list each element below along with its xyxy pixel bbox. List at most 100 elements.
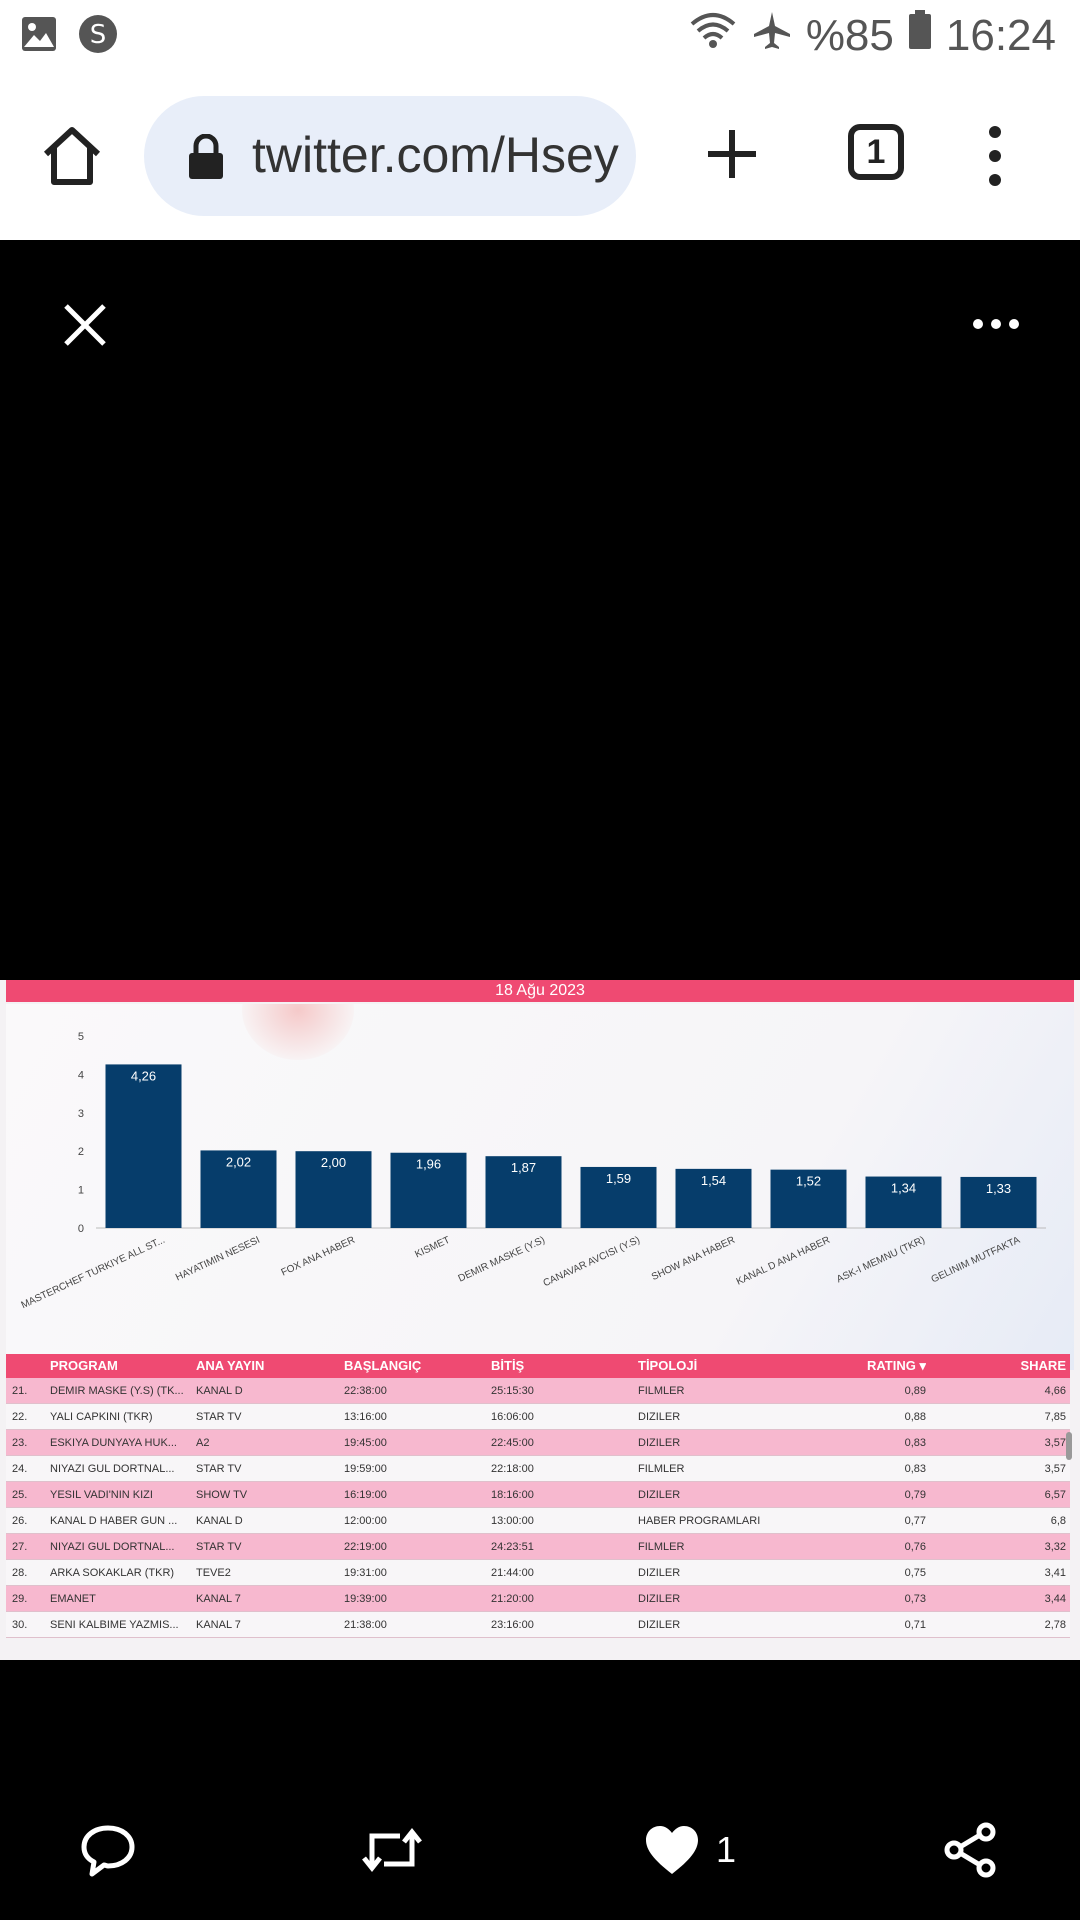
col-rating: RATING ▾ [866, 1358, 926, 1373]
y-tick-label: 2 [78, 1146, 84, 1158]
status-bar: S %85 16:24 [0, 0, 1080, 72]
more-horizontal-icon [973, 319, 1019, 329]
reply-icon [81, 1825, 135, 1877]
row-number: 21. [12, 1385, 28, 1397]
y-tick-label: 3 [78, 1108, 84, 1120]
cell-baslangic: 19:31:00 [344, 1567, 387, 1579]
cell-share: 6,8 [1050, 1515, 1066, 1527]
browser-menu-button[interactable] [980, 124, 1010, 188]
row-number: 30. [12, 1619, 28, 1631]
row-number: 28. [12, 1567, 28, 1579]
address-bar[interactable]: twitter.com/Hseyinam [144, 96, 636, 216]
table-row: 28. ARKA SOKAKLAR (TKR) TEVE2 19:31:00 21:44… [6, 1560, 1070, 1586]
cell-rating: 0,77 [904, 1515, 926, 1527]
cell-tipoloji: FILMLER [638, 1541, 685, 1553]
cell-bitis: 21:20:00 [491, 1593, 534, 1605]
bar-value-label: 1,33 [986, 1181, 1011, 1196]
x-category-label: ASK-I MEMNU (TKR) [835, 1235, 927, 1286]
cell-rating: 0,73 [904, 1593, 926, 1605]
cell-program: YALI CAPKINI (TKR) [50, 1411, 153, 1423]
table-row: 21. DEMIR MASKE (Y.S) (TK... KANAL D 22:38:… [6, 1378, 1070, 1404]
bar-value-label: 1,54 [701, 1173, 726, 1188]
bar-value-label: 1,34 [891, 1181, 916, 1196]
plus-icon [708, 130, 756, 178]
cell-rating: 0,76 [904, 1541, 926, 1553]
like-button[interactable]: 1 [644, 1820, 736, 1880]
table-row: 22. YALI CAPKINI (TKR) STAR TV 13:16:00 16:0… [6, 1404, 1070, 1430]
airplane-mode-icon [752, 10, 792, 61]
retweet-button[interactable] [360, 1820, 424, 1880]
x-category-label: SHOW ANA HABER [650, 1235, 737, 1283]
ratings-bar-chart: 0 1 2 3 4 5 4,26 2,02 2,00 1,96 1,87 1,59 1,54 1,52 1… [6, 1004, 1074, 1370]
y-tick-label: 4 [78, 1069, 84, 1081]
cell-bitis: 24:23:51 [491, 1541, 534, 1553]
y-tick-label: 5 [78, 1031, 84, 1043]
row-number: 22. [12, 1411, 28, 1423]
table-header: PROGRAM ANA YAYIN BAŞLANGIÇ BİTİŞ TİPOLO… [6, 1354, 1070, 1378]
table-row: 25. YESIL VADI'NIN KIZI SHOW TV 16:19:00 18:… [6, 1482, 1070, 1508]
cell-ana-yayin: A2 [196, 1437, 210, 1449]
bar-value-label: 1,52 [796, 1174, 821, 1189]
table-row: 23. ESKIYA DUNYAYA HUK... A2 19:45:00 22:45:… [6, 1430, 1070, 1456]
cell-ana-yayin: SHOW TV [196, 1489, 248, 1501]
cell-rating: 0,83 [904, 1437, 926, 1449]
cell-baslangic: 16:19:00 [344, 1489, 387, 1501]
chart-bar [675, 1168, 752, 1228]
cell-bitis: 21:44:00 [491, 1567, 534, 1579]
table-row: 27. NIYAZI GUL DORTNAL... STAR TV 22:19:00 2… [6, 1534, 1070, 1560]
x-category-label: KISMET [413, 1235, 451, 1261]
tweet-image[interactable]: 18 Ağu 2023 0 1 2 3 4 5 4,26 2,02 2,00 1,96 1,87 1… [0, 980, 1080, 1660]
heart-icon [646, 1826, 698, 1874]
bar-value-label: 1,87 [511, 1160, 536, 1175]
battery-percent: %85 [805, 10, 894, 60]
cell-bitis: 22:18:00 [491, 1463, 534, 1475]
chart-bar [770, 1169, 847, 1228]
cell-baslangic: 19:39:00 [344, 1593, 387, 1605]
col-program: PROGRAM [50, 1358, 118, 1373]
cell-ana-yayin: TEVE2 [196, 1567, 231, 1579]
col-baslangic: BAŞLANGIÇ [344, 1358, 422, 1373]
cell-share: 3,44 [1044, 1593, 1066, 1605]
chart-bar [200, 1150, 277, 1228]
app-notification-icon: S [78, 14, 118, 59]
ratings-table: PROGRAM ANA YAYIN BAŞLANGIÇ BİTİŞ TİPOLO… [6, 1354, 1070, 1638]
table-body: 21. DEMIR MASKE (Y.S) (TK... KANAL D 22:38:… [6, 1378, 1070, 1638]
share-button[interactable] [942, 1820, 998, 1880]
y-tick-label: 1 [78, 1185, 84, 1197]
cell-tipoloji: DIZILER [638, 1593, 681, 1605]
close-button[interactable] [60, 300, 110, 350]
cell-share: 3,32 [1044, 1541, 1066, 1553]
cell-ana-yayin: KANAL 7 [196, 1593, 241, 1605]
url-text: twitter.com/Hseyinam [252, 127, 622, 183]
cell-share: 3,57 [1044, 1437, 1066, 1449]
cell-tipoloji: DIZILER [638, 1489, 681, 1501]
cell-ana-yayin: STAR TV [196, 1463, 242, 1475]
chart-bar [295, 1151, 372, 1228]
table-row: 30. SENI KALBIME YAZMIS... KANAL 7 21:38:00… [6, 1612, 1070, 1638]
tab-switcher-button[interactable]: 1 [848, 124, 904, 180]
x-category-label: CANAVAR AVCISI (Y.S) [542, 1235, 642, 1290]
home-icon [43, 127, 101, 185]
more-options-button[interactable] [972, 316, 1020, 332]
cell-bitis: 18:16:00 [491, 1489, 534, 1501]
table-row: 29. EMANET KANAL 7 19:39:00 21:20:00 DIZILER 0… [6, 1586, 1070, 1612]
cell-program: KANAL D HABER GUN ... [50, 1515, 178, 1527]
bar-value-label: 2,00 [321, 1155, 346, 1170]
cell-baslangic: 12:00:00 [344, 1515, 387, 1527]
cell-baslangic: 19:59:00 [344, 1463, 387, 1475]
x-category-label: GELINIM MUTFAKTA [930, 1235, 1022, 1286]
reply-button[interactable] [80, 1820, 136, 1880]
cell-ana-yayin: STAR TV [196, 1411, 242, 1423]
chart-bar [105, 1064, 182, 1228]
cell-share: 7,85 [1044, 1411, 1066, 1423]
home-button[interactable] [40, 124, 104, 188]
browser-toolbar: twitter.com/Hseyinam 1 [0, 72, 1080, 240]
cell-rating: 0,75 [904, 1567, 926, 1579]
cell-share: 2,78 [1044, 1619, 1066, 1631]
wifi-icon [688, 10, 738, 61]
media-viewer: 18 Ağu 2023 0 1 2 3 4 5 4,26 2,02 2,00 1,96 1,87 1… [0, 240, 1080, 1920]
row-number: 27. [12, 1541, 28, 1553]
share-icon [944, 1822, 996, 1878]
new-tab-button[interactable] [702, 124, 762, 184]
cell-program: EMANET [50, 1593, 96, 1605]
